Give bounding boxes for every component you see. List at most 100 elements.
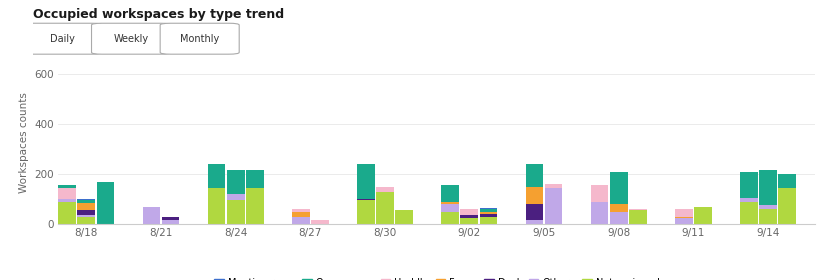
Bar	[208, 198, 225, 224]
Bar	[779, 209, 796, 224]
Bar	[460, 215, 478, 224]
Bar	[591, 208, 608, 224]
Bar	[227, 208, 245, 224]
Bar	[629, 216, 646, 224]
Bar	[77, 203, 95, 224]
Text: Weekly: Weekly	[113, 34, 149, 43]
Bar	[694, 215, 712, 224]
Bar	[376, 208, 394, 224]
Bar	[58, 185, 76, 224]
Bar	[208, 188, 225, 224]
Bar	[675, 216, 692, 224]
Bar	[376, 192, 394, 224]
Bar	[246, 195, 264, 224]
Bar	[441, 211, 459, 224]
Legend: Meeting room, Open space, Huddle, Focus, Desk, Others, Not assigned: Meeting room, Open space, Huddle, Focus,…	[210, 274, 663, 280]
Bar	[545, 211, 562, 224]
Bar	[779, 188, 796, 224]
Bar	[629, 209, 646, 224]
Bar	[545, 208, 562, 224]
Bar	[779, 174, 796, 224]
Bar	[759, 170, 777, 224]
FancyBboxPatch shape	[92, 23, 171, 54]
Bar	[227, 170, 245, 224]
Bar	[227, 194, 245, 224]
Y-axis label: Workspaces counts: Workspaces counts	[19, 92, 29, 193]
Bar	[395, 213, 414, 224]
Bar	[311, 221, 329, 224]
Bar	[526, 186, 543, 224]
Bar	[58, 202, 76, 224]
Bar	[694, 218, 712, 224]
Bar	[694, 216, 712, 224]
Bar	[376, 210, 394, 224]
Bar	[591, 209, 608, 224]
Bar	[460, 218, 478, 224]
Bar	[161, 219, 180, 224]
Bar	[357, 202, 374, 224]
Bar	[246, 170, 264, 224]
Bar	[292, 214, 310, 224]
Bar	[395, 216, 414, 224]
Bar	[246, 188, 264, 224]
Bar	[759, 205, 777, 224]
Bar	[610, 211, 627, 224]
Bar	[77, 200, 95, 224]
Bar	[395, 221, 414, 224]
Bar	[58, 208, 76, 224]
Bar	[480, 216, 498, 224]
Bar	[441, 185, 459, 224]
Bar	[610, 188, 627, 224]
Bar	[460, 218, 478, 224]
Bar	[357, 200, 374, 224]
Bar	[77, 221, 95, 224]
Bar	[357, 208, 374, 224]
Bar	[142, 219, 161, 224]
Bar	[292, 220, 310, 224]
Bar	[629, 210, 646, 224]
Bar	[759, 188, 777, 224]
Bar	[161, 221, 180, 224]
Bar	[526, 220, 543, 224]
Bar	[161, 221, 180, 224]
Bar	[161, 220, 180, 224]
FancyBboxPatch shape	[23, 23, 102, 54]
Bar	[591, 202, 608, 224]
Bar	[591, 202, 608, 224]
Bar	[292, 211, 310, 224]
Bar	[591, 185, 608, 224]
Bar	[208, 194, 225, 224]
Bar	[246, 208, 264, 224]
Bar	[779, 190, 796, 224]
Bar	[227, 200, 245, 224]
Bar	[591, 192, 608, 224]
Bar	[460, 215, 478, 224]
Text: Occupied workspaces by type trend: Occupied workspaces by type trend	[33, 8, 285, 21]
Bar	[675, 215, 692, 224]
Bar	[357, 198, 374, 224]
Bar	[480, 209, 498, 224]
Bar	[142, 218, 161, 224]
Bar	[694, 216, 712, 224]
Bar	[610, 204, 627, 224]
Bar	[292, 216, 310, 224]
Bar	[526, 204, 543, 224]
Bar	[357, 199, 374, 224]
Bar	[629, 215, 646, 224]
Bar	[58, 199, 76, 224]
Bar	[740, 188, 758, 224]
Bar	[376, 204, 394, 224]
Bar	[395, 211, 414, 224]
Bar	[292, 209, 310, 224]
Bar	[77, 216, 95, 224]
Bar	[480, 208, 498, 224]
Bar	[759, 210, 777, 224]
Bar	[208, 209, 225, 224]
FancyBboxPatch shape	[160, 23, 240, 54]
Bar	[395, 210, 414, 224]
Bar	[460, 218, 478, 224]
Bar	[97, 181, 115, 224]
Bar	[779, 208, 796, 224]
Bar	[480, 218, 498, 224]
Bar	[480, 211, 498, 224]
